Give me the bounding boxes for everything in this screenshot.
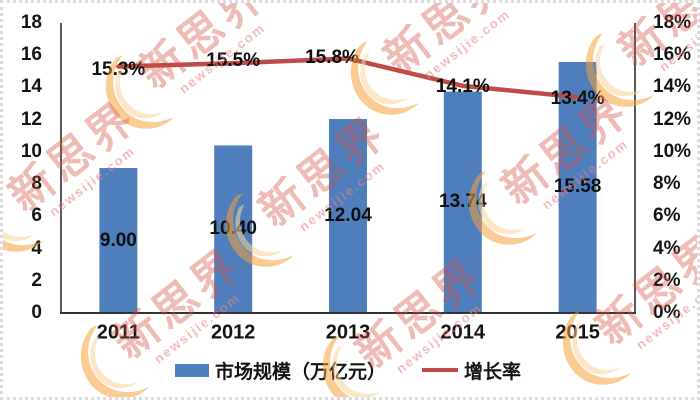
legend-label-growth-rate: 增长率 (464, 361, 522, 383)
x-axis-label-2013: 2013 (325, 321, 371, 344)
bar-value-label-2012: 10.40 (209, 218, 257, 240)
x-axis-label-2014: 2014 (440, 321, 486, 344)
line-series-swatch (422, 368, 458, 372)
growth-rate-line (116, 56, 580, 100)
left-axis-tick-8: 8 (31, 173, 42, 195)
legend: 市场规模（万亿元） 增长率 (61, 355, 635, 385)
bar-value-label-2015: 15.58 (553, 176, 602, 198)
legend-item-growth-rate: 增长率 (422, 357, 521, 384)
left-axis-tick-10: 10 (20, 140, 42, 162)
left-axis-tick-12: 12 (20, 108, 42, 130)
bar-2013 (329, 119, 367, 314)
left-axis-tick-6: 6 (31, 205, 42, 227)
right-axis-tick-12%: 12% (653, 108, 692, 130)
legend-label-market-scale: 市场规模（万亿元） (214, 361, 386, 383)
left-axis-tick-14: 14 (20, 76, 42, 98)
bar-value-label-2013: 12.04 (324, 205, 372, 226)
right-axis-tick-4%: 4% (653, 237, 681, 259)
right-axis-tick-14%: 14% (653, 76, 692, 98)
bar-value-label-2011: 9.00 (99, 229, 137, 251)
growth-rate-label-2012: 15.5% (206, 50, 261, 72)
left-axis-tick-0: 0 (31, 302, 42, 323)
x-axis-label-2015: 2015 (555, 321, 600, 344)
growth-rate-label-2011: 15.3% (91, 58, 146, 80)
x-axis-label-2011: 2011 (96, 321, 141, 344)
left-axis-tick-2: 2 (31, 269, 42, 291)
right-axis-tick-2%: 2% (653, 269, 681, 291)
right-axis-tick-8%: 8% (653, 173, 681, 195)
growth-rate-label-2015: 13.4% (550, 88, 605, 110)
bar-series-swatch (174, 363, 209, 377)
left-axis-tick-4: 4 (31, 237, 42, 259)
left-axis-tick-18: 18 (20, 12, 42, 33)
legend-item-market-scale: 市场规模（万亿元） (174, 357, 386, 384)
growth-rate-label-2014: 14.1% (435, 75, 490, 97)
right-axis-tick-6%: 6% (653, 205, 681, 227)
bar-2011 (99, 168, 138, 313)
right-axis-tick-10%: 10% (653, 140, 692, 162)
bar-value-label-2014: 13.74 (439, 191, 487, 213)
growth-rate-label-2013: 15.8% (305, 47, 359, 69)
right-axis-tick-16%: 16% (653, 44, 692, 66)
left-axis-tick-16: 16 (20, 44, 42, 66)
x-axis-label-2012: 2012 (210, 321, 256, 344)
right-axis-tick-18%: 18% (653, 12, 692, 33)
right-axis-tick-0%: 0% (653, 302, 681, 323)
